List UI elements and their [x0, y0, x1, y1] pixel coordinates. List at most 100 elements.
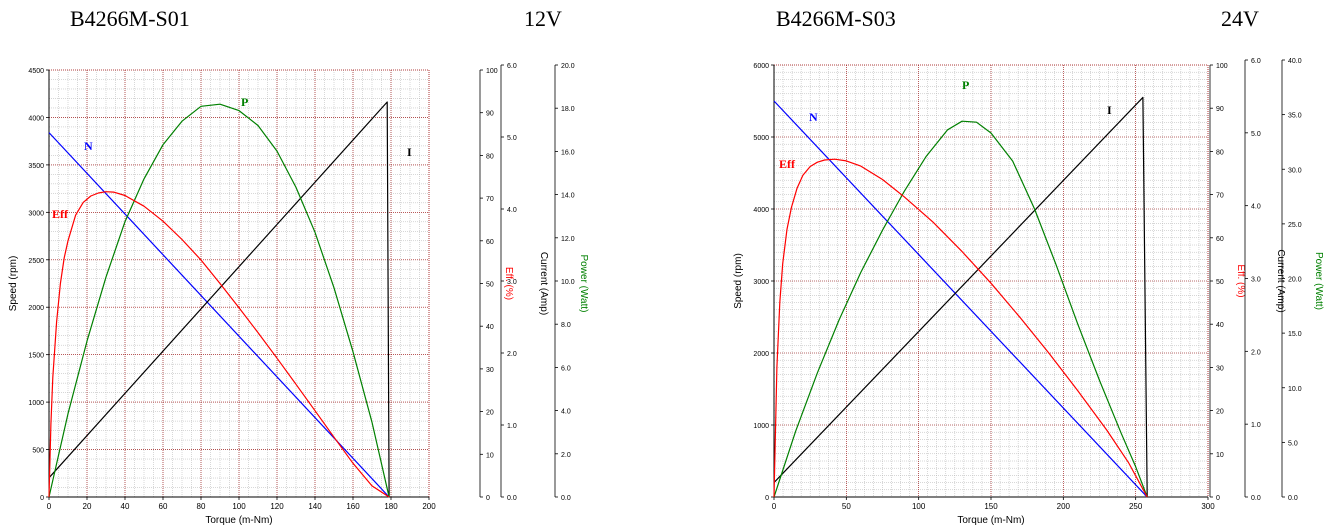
- curve-label-i: I: [1107, 103, 1112, 117]
- efficiency-tick-label: 80: [1216, 149, 1224, 156]
- right-voltage-label: 24V: [1221, 6, 1259, 31]
- speed-tick-label: 5000: [753, 135, 769, 142]
- speed-tick-label: 3500: [28, 163, 44, 170]
- current-tick-label: 1.0: [507, 423, 517, 430]
- x-tick-label: 180: [384, 502, 398, 511]
- current-tick-label: 6.0: [507, 63, 517, 70]
- x-tick-label: 0: [47, 502, 52, 511]
- efficiency-tick-label: 0: [1216, 495, 1220, 502]
- power-tick-label: 16.0: [561, 149, 575, 156]
- power-tick-label: 4.0: [561, 409, 571, 416]
- power-tick-label: 40.0: [1288, 58, 1302, 65]
- x-tick-label: 0: [772, 502, 777, 511]
- speed-axis-title: Speed (rpm): [733, 253, 744, 309]
- speed-tick-label: 0: [40, 495, 44, 502]
- x-tick-label: 150: [984, 502, 998, 511]
- x-tick-label: 60: [159, 502, 168, 511]
- series-group: [773, 96, 1148, 498]
- efficiency-tick-label: 40: [486, 324, 494, 331]
- series-line-n: [48, 132, 390, 498]
- efficiency-tick-label: 80: [486, 153, 494, 160]
- efficiency-tick-label: 70: [1216, 193, 1224, 200]
- curve-label-eff: Eff: [779, 157, 796, 171]
- current-tick-label: 1.0: [1251, 422, 1261, 429]
- current-tick-label: 0.0: [507, 495, 517, 502]
- power-tick-label: 12.0: [561, 236, 575, 243]
- power-tick-label: 15.0: [1288, 331, 1302, 338]
- series-line-p: [773, 120, 1148, 498]
- efficiency-tick-label: 100: [1216, 63, 1228, 70]
- curve-label-p: P: [962, 78, 969, 92]
- efficiency-tick-label: 70: [486, 196, 494, 203]
- current-axis-title: Current (Amp): [538, 252, 549, 315]
- x-tick-label: 300: [1201, 502, 1215, 511]
- power-tick-label: 10.0: [561, 279, 575, 286]
- curve-label-p: P: [241, 95, 248, 109]
- speed-tick-label: 0: [765, 495, 769, 502]
- x-tick-label: 250: [1129, 502, 1143, 511]
- current-tick-label: 2.0: [507, 351, 517, 358]
- current-tick-label: 4.0: [507, 207, 517, 214]
- efficiency-tick-label: 100: [486, 68, 498, 75]
- power-tick-label: 5.0: [1288, 440, 1298, 447]
- power-tick-label: 25.0: [1288, 222, 1302, 229]
- speed-tick-label: 3000: [753, 279, 769, 286]
- current-tick-label: 4.0: [1251, 204, 1261, 211]
- power-tick-label: 20.0: [561, 63, 575, 70]
- x-tick-label: 100: [912, 502, 926, 511]
- power-tick-label: 0.0: [1288, 495, 1298, 502]
- power-tick-label: 10.0: [1288, 386, 1302, 393]
- speed-tick-label: 2500: [28, 258, 44, 265]
- power-tick-label: 2.0: [561, 452, 571, 459]
- x-tick-label: 20: [83, 502, 92, 511]
- efficiency-axis-title: Eff. (%): [1235, 264, 1246, 297]
- series-line-i: [773, 96, 1148, 498]
- power-tick-label: 35.0: [1288, 113, 1302, 120]
- speed-tick-label: 1000: [753, 423, 769, 430]
- power-tick-label: 30.0: [1288, 167, 1302, 174]
- x-axis-title: Torque (m-Nm): [957, 515, 1024, 526]
- current-tick-label: 5.0: [507, 135, 517, 142]
- x-tick-label: 200: [1057, 502, 1071, 511]
- speed-tick-label: 3000: [28, 210, 44, 217]
- series-line-p: [48, 103, 390, 498]
- current-axis: 0.0 1.0 2.0 3.0 4.0 5.0 6.0 Current (Amp): [500, 63, 549, 502]
- speed-tick-label: 2000: [753, 351, 769, 358]
- left-model-title: B4266M-S01: [70, 6, 190, 31]
- series-line-eff: [773, 158, 1148, 498]
- x-tick-label: 160: [346, 502, 360, 511]
- speed-tick-label: 4000: [28, 115, 44, 122]
- speed-tick-label: 4000: [753, 207, 769, 214]
- power-tick-label: 8.0: [561, 322, 571, 329]
- speed-tick-label: 4500: [28, 68, 44, 75]
- x-tick-label: 140: [308, 502, 322, 511]
- efficiency-tick-label: 60: [1216, 236, 1224, 243]
- x-tick-label: 40: [121, 502, 130, 511]
- current-tick-label: 6.0: [1251, 58, 1261, 65]
- current-axis: 0.0 1.0 2.0 3.0 4.0 5.0 6.0 Current (Amp): [1244, 58, 1286, 502]
- current-tick-label: 3.0: [507, 279, 517, 286]
- series-line-eff: [48, 191, 390, 498]
- speed-tick-label: 1500: [28, 353, 44, 360]
- speed-tick-label: 6000: [753, 63, 769, 70]
- series-line-i: [48, 101, 390, 498]
- power-tick-label: 0.0: [561, 495, 571, 502]
- power-axis: 0.0 5.0 10.0 15.0 20.0 25.0 30.0 35.0 40.0 Power …: [1281, 58, 1324, 502]
- efficiency-tick-label: 20: [1216, 409, 1224, 416]
- power-axis: 0.0 2.0 4.0 6.0 8.0 10.0 12.0 14.0 16.0 18.0 20.0 P…: [554, 63, 589, 502]
- efficiency-tick-label: 60: [486, 239, 494, 246]
- efficiency-tick-label: 10: [486, 452, 494, 459]
- efficiency-tick-label: 90: [1216, 106, 1224, 113]
- series-line-n: [773, 100, 1148, 498]
- speed-tick-label: 2000: [28, 305, 44, 312]
- x-tick-label: 100: [232, 502, 246, 511]
- efficiency-tick-label: 0: [486, 495, 490, 502]
- x-axis-title: Torque (m-Nm): [205, 515, 272, 526]
- curve-label-n: N: [809, 110, 818, 124]
- efficiency-tick-label: 50: [486, 282, 494, 289]
- efficiency-tick-label: 50: [1216, 279, 1224, 286]
- plot-grid: [773, 64, 1209, 498]
